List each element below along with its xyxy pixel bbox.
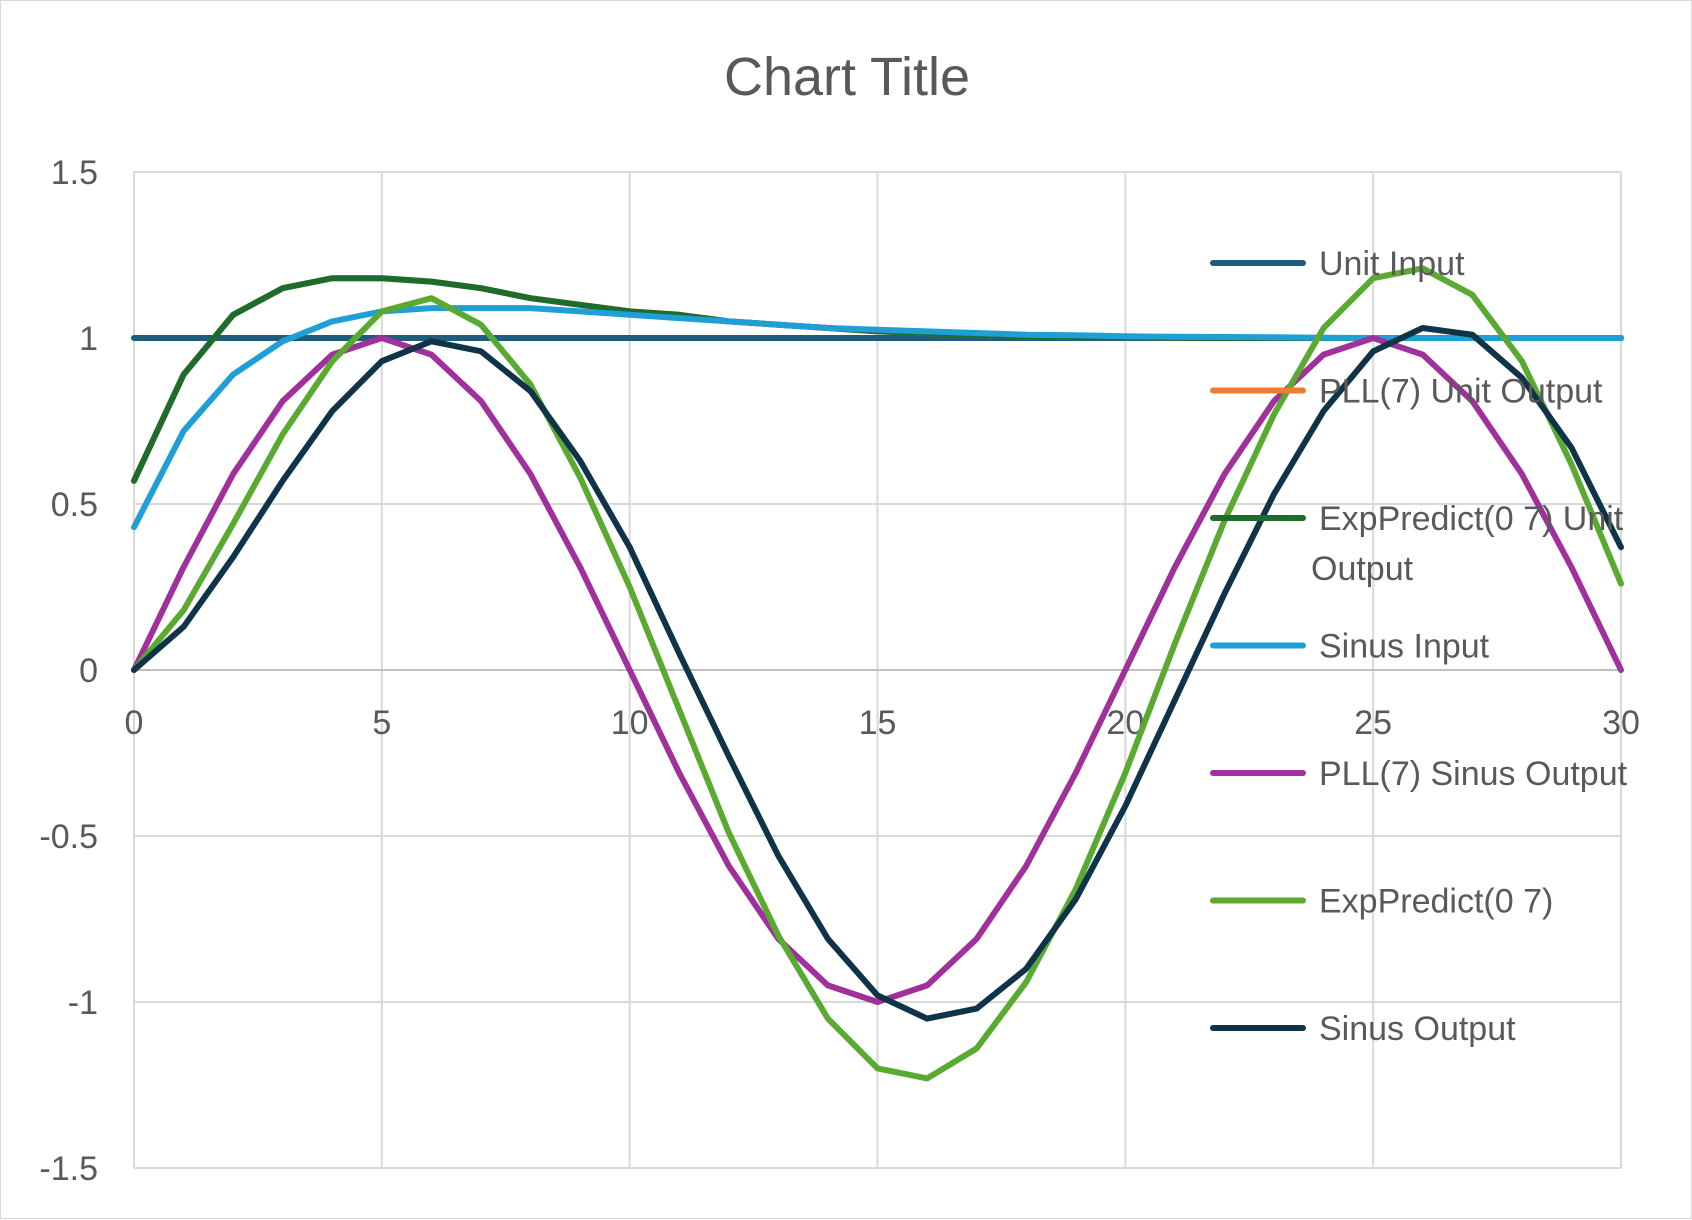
y-tick-label: 0.5 (51, 486, 98, 524)
legend-item-3: Sinus Input (1210, 628, 1490, 666)
x-tick-label: 5 (372, 704, 391, 742)
series-layer (131, 265, 1624, 1082)
series-line-5 (131, 265, 1624, 1082)
legend-label: PLL(7) Sinus Output (1319, 755, 1628, 793)
legend: Unit Input PLL(7) Unit Output ExpPredict(0… (1210, 245, 1628, 1048)
y-tick-label: 0 (79, 652, 98, 690)
y-tick-label: -1.5 (39, 1150, 98, 1188)
series-line-4 (131, 335, 1624, 1005)
x-tick-label: 25 (1354, 704, 1392, 742)
y-tick-label: -1 (68, 984, 98, 1022)
y-tick-label: 1.5 (51, 154, 98, 192)
legend-item-5: ExpPredict(0 7) (1210, 883, 1553, 921)
legend-label: ExpPredict(0 7) (1319, 883, 1553, 921)
legend-label: Sinus Input (1319, 628, 1490, 666)
axis-layer: 0 5 10 15 20 25 30-1.5-1-0.500.511.5 (39, 154, 1640, 1188)
chart-title: Chart Title (724, 47, 970, 107)
y-tick-label: 1 (79, 320, 98, 358)
legend-item-1: PLL(7) Unit Output (1210, 373, 1603, 411)
legend-item-2: ExpPredict(0 7) Unit Output (1210, 500, 1624, 588)
legend-label: PLL(7) Unit Output (1319, 373, 1603, 411)
x-tick-label: 15 (859, 704, 897, 742)
legend-item-6: Sinus Output (1210, 1010, 1516, 1048)
legend-label: Sinus Output (1319, 1010, 1516, 1048)
y-tick-label: -0.5 (39, 818, 98, 856)
legend-label: ExpPredict(0 7) Unit Output (1311, 500, 1624, 588)
legend-item-0: Unit Input (1210, 245, 1465, 283)
x-tick-label: 10 (611, 704, 649, 742)
series-line-6 (131, 325, 1624, 1022)
x-tick-label: 0 (125, 704, 144, 742)
legend-label: Unit Input (1319, 245, 1465, 283)
legend-item-4: PLL(7) Sinus Output (1210, 755, 1628, 793)
x-tick-label: 30 (1602, 704, 1640, 742)
